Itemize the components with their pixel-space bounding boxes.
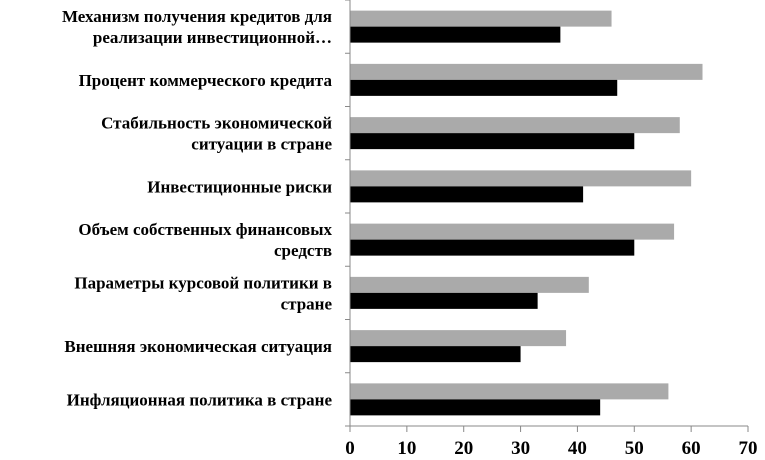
bar-series1-3 <box>350 117 680 134</box>
axes-group <box>345 0 749 432</box>
bar-series1-5 <box>350 223 675 240</box>
x-tick-label: 40 <box>568 438 587 459</box>
bar-series2-7 <box>350 346 521 363</box>
category-label: Параметры курсовой политики в стране <box>74 273 332 313</box>
x-tick-label: 0 <box>345 438 355 459</box>
x-tick-label: 50 <box>625 438 644 459</box>
bar-series1-7 <box>350 330 567 347</box>
bar-series2-8 <box>350 399 601 416</box>
bar-series2-3 <box>350 133 635 150</box>
bar-series2-2 <box>350 79 618 96</box>
x-tick-label: 20 <box>454 438 473 459</box>
category-label: Внешняя экономическая ситуация <box>64 337 332 356</box>
x-tick-label: 70 <box>739 438 758 459</box>
x-tick-labels-group: 0 10 20 30 40 50 60 70 <box>345 438 757 459</box>
bars-group <box>350 10 703 416</box>
bar-series1-2 <box>350 63 703 80</box>
category-label: Стабильность экономической ситуации в стр… <box>101 114 332 154</box>
category-label: Инфляционная политика в стране <box>67 390 333 409</box>
bar-series1-1 <box>350 10 612 27</box>
category-label: Механизм получения кредитов для реализаци… <box>62 7 332 47</box>
bar-series1-4 <box>350 170 692 187</box>
category-label: Объем собственных финансовых средств <box>78 220 332 260</box>
category-labels-group: Механизм получения кредитов для реализаци… <box>62 7 333 409</box>
x-tick-label: 10 <box>397 438 416 459</box>
category-label: Процент коммерческого кредита <box>79 71 333 90</box>
bar-series2-4 <box>350 186 584 203</box>
category-label: Инвестиционные риски <box>147 177 332 196</box>
x-tick-label: 60 <box>682 438 701 459</box>
x-tick-label: 30 <box>511 438 530 459</box>
bar-series2-6 <box>350 292 538 309</box>
bar-series1-8 <box>350 383 669 400</box>
bar-series2-5 <box>350 239 635 256</box>
bar-series2-1 <box>350 26 561 43</box>
bar-series1-6 <box>350 276 589 293</box>
